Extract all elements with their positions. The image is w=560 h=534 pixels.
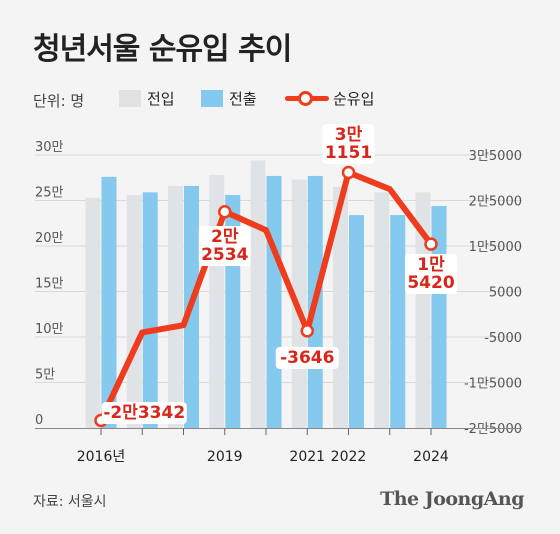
left-tick-label: 0 (35, 413, 43, 428)
net-data-label: 3만 (335, 125, 363, 145)
right-tick-label: -5000 (484, 331, 522, 346)
chart-title: 청년서울 순유입 추이 (33, 32, 292, 67)
net-label-bg (198, 226, 251, 266)
left-tick-label: 30만 (35, 140, 64, 155)
bar-in (415, 192, 431, 428)
net-label-bg (101, 402, 187, 424)
net-data-label: 1151 (325, 143, 372, 163)
legend-item-net: 순유입 (285, 88, 374, 109)
net-point (424, 237, 438, 251)
left-tick-label: 20만 (35, 231, 64, 246)
bar-in (250, 160, 266, 428)
net-point (218, 204, 232, 219)
legend-label-net: 순유입 (333, 90, 375, 108)
legend-label-in: 전입 (147, 90, 175, 108)
net-data-label: 2만 (211, 227, 239, 247)
net-label-bg (322, 124, 375, 164)
net-data-label: 1만 (417, 255, 445, 275)
legend-label-out: 전출 (229, 90, 257, 108)
net-label-bg (275, 347, 339, 369)
legend-swatch-out (201, 90, 223, 107)
x-tick-label: 2016년 (77, 449, 126, 465)
right-tick-label: 3만5000 (469, 149, 522, 164)
x-tick-label: 2019 (207, 449, 243, 465)
bar-out (349, 215, 364, 428)
x-tick-label: 2021 (289, 449, 325, 465)
x-tick-label: 2024 (413, 449, 449, 465)
right-tick-label: 1만5000 (469, 240, 522, 255)
left-tick-label: 15만 (35, 277, 64, 292)
right-tick-label: -2만5000 (464, 422, 522, 437)
net-data-label: -3646 (280, 348, 334, 368)
left-tick-label: 10만 (35, 322, 64, 337)
net-label-bg (405, 254, 457, 294)
net-data-label: 5420 (407, 273, 454, 293)
left-tick-label: 5만 (35, 368, 55, 383)
net-line (98, 169, 434, 424)
bar-in (85, 197, 101, 428)
net-point (300, 324, 314, 338)
legend-item-out: 전출 (201, 88, 257, 109)
left-tick-label: 25만 (35, 186, 64, 201)
bar-out (266, 175, 282, 428)
legend: 전입 전출 순유입 (0, 88, 560, 110)
bar-in (374, 192, 390, 428)
right-tick-label: 2만5000 (469, 195, 522, 210)
legend-swatch-net (285, 90, 329, 107)
legend-item-in: 전입 (119, 88, 175, 109)
bar-out (101, 176, 117, 428)
net-data-label: -2만3342 (103, 403, 185, 423)
legend-swatch-in (119, 90, 141, 107)
net-data-label: 2534 (201, 245, 248, 265)
unit-label: 단위: 명 (33, 92, 85, 110)
bar-in (126, 195, 142, 428)
bar-out (390, 215, 406, 428)
x-tick-label: 2022 (331, 449, 367, 465)
right-tick-label: 5000 (489, 286, 522, 301)
right-tick-label: -1만5000 (464, 377, 522, 392)
net-point (341, 165, 356, 180)
source-note: 자료: 서울시 (33, 494, 107, 510)
bar-out (142, 192, 158, 428)
bar-in (168, 185, 183, 428)
brand-logo: The JoongAng (380, 488, 524, 510)
